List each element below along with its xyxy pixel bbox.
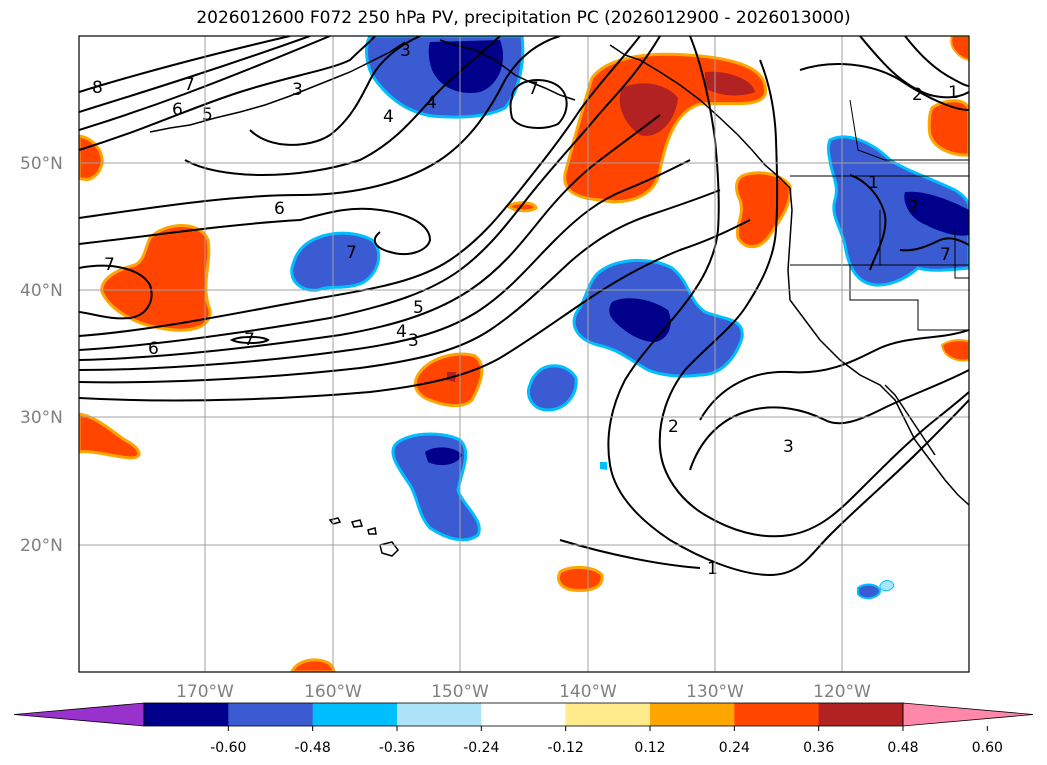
precip-area [290, 231, 381, 292]
colorbar-tick-label: -0.60 [210, 740, 246, 756]
contour-label: 7 [940, 245, 951, 265]
contour-label: 6 [148, 339, 159, 359]
contour-label: 1 [707, 559, 718, 579]
contour-label: 7 [244, 330, 255, 350]
map-title: 2026012600 F072 250 hPa PV, precipitatio… [196, 8, 851, 28]
lon-label: 150°W [431, 682, 489, 702]
contour-label: 4 [396, 322, 407, 342]
precip-area [904, 191, 969, 236]
precip-area [827, 135, 969, 287]
pv-contours [79, 36, 969, 577]
colorbar: -0.60 -0.48 -0.36 -0.24 -0.12 0.12 0.24 0.36 0.4… [13, 702, 1034, 756]
precip-area [526, 364, 578, 412]
precip-area [600, 462, 607, 470]
precip-area [79, 134, 104, 181]
lon-label: 170°W [176, 682, 234, 702]
precip-area [857, 583, 882, 600]
precip-area [950, 36, 969, 62]
lat-label: 40°N [20, 281, 63, 301]
colorbar-tick-label: 0.36 [803, 740, 834, 756]
colorbar-frame [143, 702, 904, 727]
contour-label: 7 [346, 243, 357, 263]
precip-area [705, 71, 755, 96]
colorbar-extend-low [13, 702, 145, 727]
contour-label: 3 [400, 41, 411, 61]
contour-label: 3 [292, 80, 303, 100]
colorbar-segment [397, 703, 482, 726]
contour-label: 3 [408, 331, 419, 351]
map-background [79, 36, 969, 672]
contour-labels: 8 7 6 5 4 3 2 1 6 7 7 6 5 4 3 7 7 2 3 1 … [92, 41, 959, 579]
colorbar-segment [144, 703, 229, 726]
map-frame [78, 35, 970, 673]
contour-label: 3 [783, 437, 794, 457]
lon-label: 140°W [559, 682, 617, 702]
precip-area [505, 201, 538, 213]
contour-label: 4 [383, 107, 394, 127]
contour-label: 5 [413, 298, 424, 318]
lon-label: 160°W [304, 682, 362, 702]
longitude-labels: 170°W 160°W 150°W 140°W 130°W 120°W [176, 682, 871, 702]
contour-label: 7 [104, 255, 115, 275]
lon-label: 130°W [686, 682, 744, 702]
colorbar-tick-label: -0.12 [548, 740, 584, 756]
colorbar-extend-high [902, 702, 1034, 727]
colorbar-segment [650, 703, 735, 726]
precip-area [879, 580, 895, 592]
contour-label: 6 [172, 100, 183, 120]
contour-label: 1 [948, 83, 959, 103]
contour-label: 5 [202, 105, 213, 125]
colorbar-tick-label: 0.60 [972, 740, 1003, 756]
precip-area [609, 298, 671, 342]
colorbar-segment [818, 703, 904, 726]
precip-area [940, 339, 969, 362]
colorbar-segment [734, 703, 820, 726]
contour-label: 6 [274, 199, 285, 219]
lon-label: 120°W [813, 682, 871, 702]
contour-label: 2 [668, 417, 679, 437]
contour-label: 7 [184, 75, 195, 95]
colorbar-segment [481, 703, 567, 726]
contour-label: 7 [528, 79, 539, 99]
colorbar-segment [228, 703, 314, 726]
lat-label: 20°N [20, 536, 63, 556]
lat-label: 30°N [20, 408, 63, 428]
lat-label: 50°N [20, 154, 63, 174]
contour-label: 2 [908, 197, 919, 217]
borders [790, 99, 969, 331]
precip-area [927, 99, 969, 157]
contour-label: 8 [92, 78, 103, 98]
precip-area [79, 412, 141, 460]
colorbar-tick-label: 0.12 [634, 740, 665, 756]
colorbar-tick-label: 0.48 [887, 740, 918, 756]
contour-label: 2 [912, 85, 923, 105]
colorbar-tick-label: -0.48 [295, 740, 331, 756]
colorbar-tick-label: -0.36 [379, 740, 415, 756]
colorbar-segment [565, 703, 651, 726]
precip-area [619, 83, 678, 136]
colorbar-tick-label: 0.24 [719, 740, 750, 756]
colorbar-segment [312, 703, 398, 726]
map-content: 8 7 6 5 4 3 2 1 6 7 7 6 5 4 3 7 7 2 3 1 … [79, 36, 969, 672]
latitude-labels: 20°N 30°N 40°N 50°N [20, 154, 63, 556]
contour-label: 4 [426, 93, 437, 113]
gridlines [79, 36, 969, 672]
contour-label: 1 [868, 173, 879, 193]
colorbar-tick-label: -0.24 [463, 740, 499, 756]
precip-area [100, 224, 212, 332]
precip-area [557, 566, 604, 592]
precip-area [425, 447, 462, 466]
